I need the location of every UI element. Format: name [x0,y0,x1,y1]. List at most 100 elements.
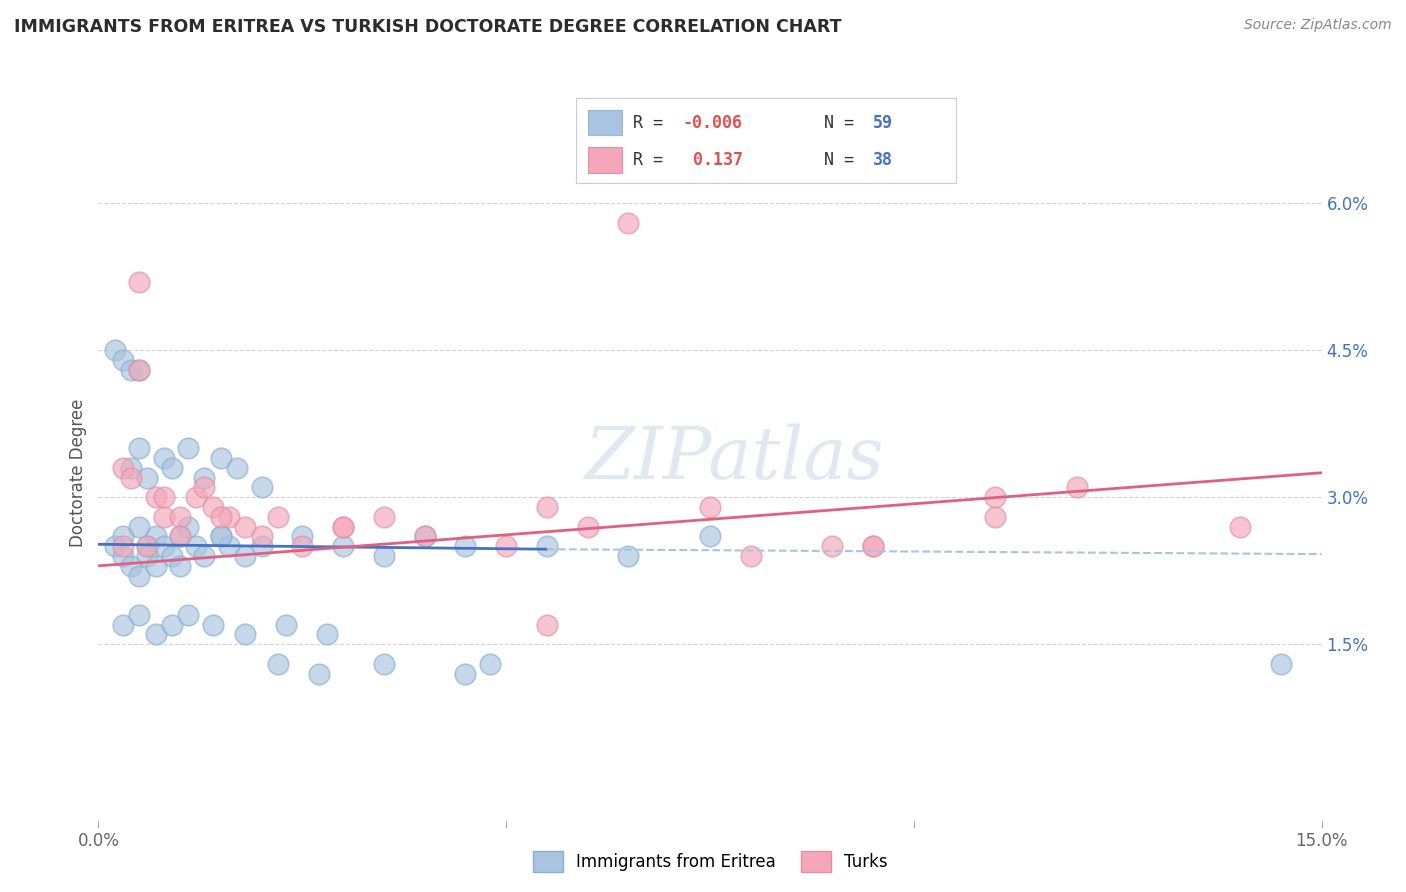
Point [152,451,174,466]
Point [152,539,174,553]
Point [177,519,200,533]
Point [169,529,191,543]
Point [862,539,884,553]
Point [209,509,232,524]
FancyBboxPatch shape [588,147,621,173]
Point [120,461,142,475]
Point [209,451,232,466]
Point [413,529,436,543]
Point [193,480,215,494]
Text: N =: N = [804,113,865,132]
Text: R =: R = [633,113,673,132]
Point [120,558,142,573]
Text: -0.006: -0.006 [683,113,742,132]
Point [1066,480,1088,494]
Point [136,470,159,484]
Point [250,539,273,553]
Point [128,363,150,377]
Point [160,617,183,632]
Point [169,529,191,543]
Point [120,470,142,484]
Point [218,509,240,524]
Point [478,657,501,671]
Point [274,617,297,632]
Point [576,519,599,533]
Point [226,461,249,475]
Point [740,549,762,563]
Point [136,539,159,553]
Point [145,558,167,573]
Point [699,529,721,543]
Text: 0.137: 0.137 [683,151,742,169]
Point [413,529,436,543]
Point [536,500,558,514]
Point [291,529,314,543]
Point [160,549,183,563]
Text: Source: ZipAtlas.com: Source: ZipAtlas.com [1244,18,1392,32]
FancyBboxPatch shape [588,110,621,136]
Point [193,549,215,563]
Point [128,363,150,377]
Point [332,519,354,533]
Point [454,539,477,553]
Point [373,549,395,563]
Point [193,470,215,484]
Point [128,275,150,289]
Point [186,490,208,504]
Point [152,490,174,504]
Point [250,480,273,494]
Point [267,657,290,671]
Point [111,549,134,563]
Point [373,657,395,671]
Y-axis label: Doctorate Degree: Doctorate Degree [69,399,87,547]
Point [111,617,134,632]
Point [111,461,134,475]
Text: ZIPatlas: ZIPatlas [585,424,884,494]
Point [984,509,1007,524]
Point [233,627,256,641]
Text: N =: N = [804,151,865,169]
Text: R =: R = [633,151,673,169]
Point [536,617,558,632]
Point [104,539,127,553]
Point [454,666,477,681]
Legend: Immigrants from Eritrea, Turks: Immigrants from Eritrea, Turks [526,845,894,879]
Point [152,509,174,524]
Text: 59: 59 [873,113,893,132]
Point [699,500,721,514]
Point [177,442,200,456]
Point [332,539,354,553]
Point [373,509,395,524]
Point [104,343,127,358]
Point [291,539,314,553]
Point [233,549,256,563]
Point [250,529,273,543]
Point [862,539,884,553]
Point [1229,519,1251,533]
Point [169,558,191,573]
Point [617,549,640,563]
Point [128,442,150,456]
Point [821,539,844,553]
Point [145,490,167,504]
Point [209,529,232,543]
Point [332,519,354,533]
Point [177,607,200,622]
Point [536,539,558,553]
Point [160,461,183,475]
Text: IMMIGRANTS FROM ERITREA VS TURKISH DOCTORATE DEGREE CORRELATION CHART: IMMIGRANTS FROM ERITREA VS TURKISH DOCTO… [14,18,842,36]
Point [128,568,150,582]
Point [209,529,232,543]
Point [136,539,159,553]
Point [267,509,290,524]
Point [1270,657,1292,671]
Point [111,353,134,368]
Point [201,500,224,514]
Text: 38: 38 [873,151,893,169]
Point [169,509,191,524]
Point [128,607,150,622]
Point [233,519,256,533]
Point [201,617,224,632]
Point [984,490,1007,504]
Point [145,627,167,641]
